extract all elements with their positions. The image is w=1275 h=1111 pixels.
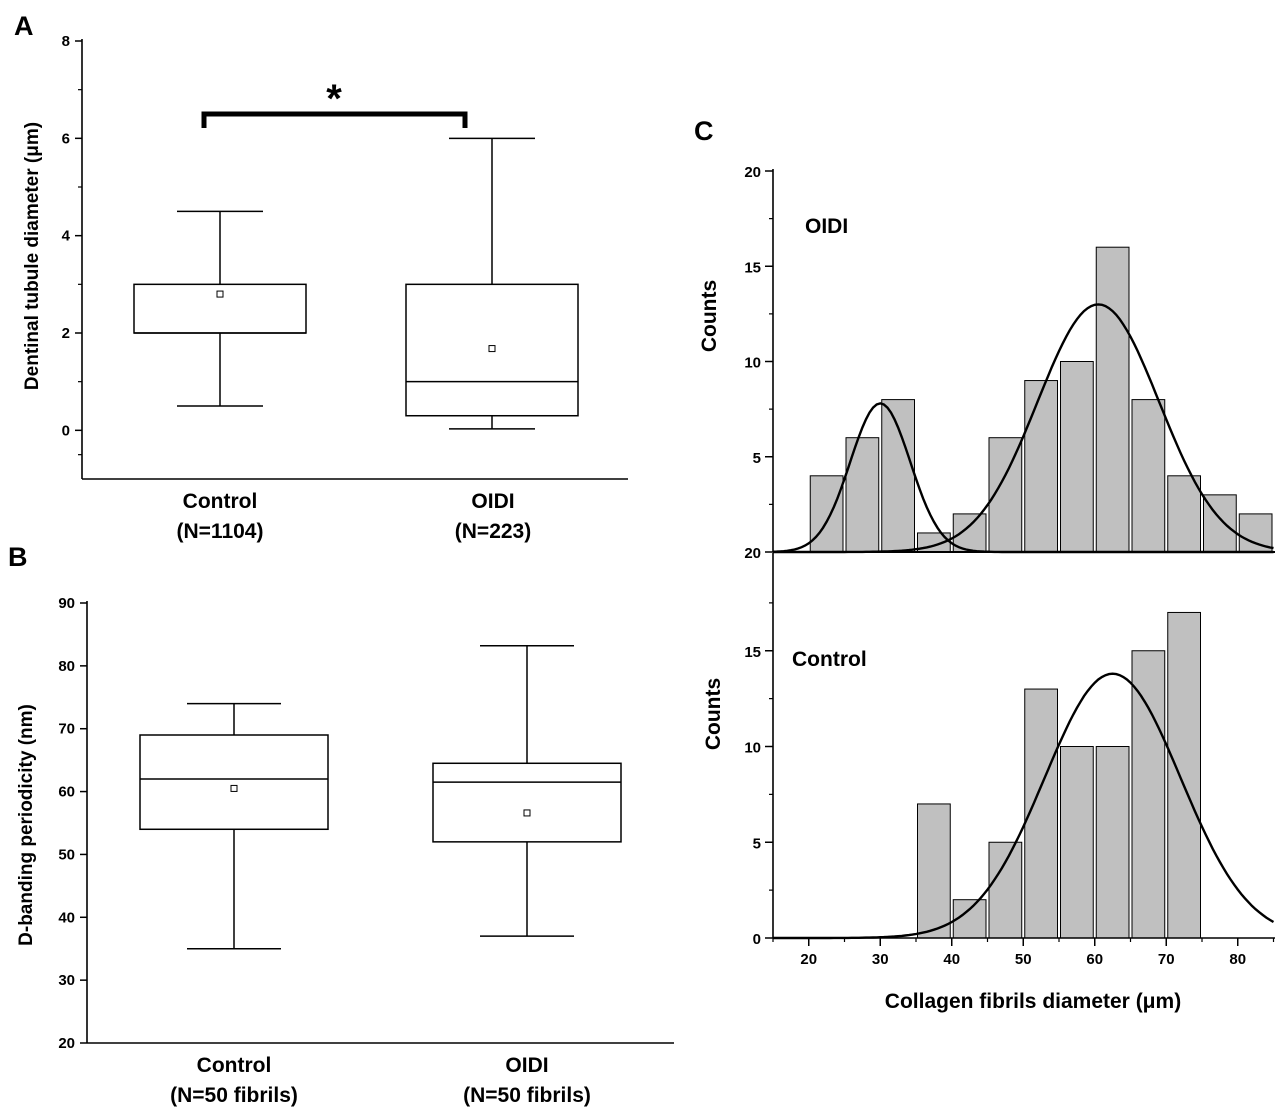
panel-b: B D-banding periodicity (nm) 20 30 40 50 60 7… <box>8 542 674 1107</box>
panel-c-oidi-histogram-bar <box>1095 246 1130 553</box>
panel-c: C 20 5 10 15 20 0 5 10 15 20 30 40 50 60 70 80 OIDI Con… <box>694 116 1275 1013</box>
panel-b-category-control-count: (N=50 fibrils) <box>170 1084 298 1107</box>
panel-c-x-tick-label: 80 <box>1229 951 1246 968</box>
panel-b-y-tick-label: 90 <box>58 595 75 612</box>
panel-c-oidi-histogram-bar <box>1131 399 1166 553</box>
panel-a-mean-marker <box>488 345 496 353</box>
panel-b-y-tick-label: 50 <box>58 846 75 863</box>
panel-b-y-tick-label: 70 <box>58 721 75 738</box>
panel-c-oidi-y-tick-label: 20 <box>744 164 761 181</box>
panel-a: A Dentinal tubule diameter (μm) 0 2 4 6 8 Co… <box>14 11 628 543</box>
panel-c-oidi-histogram-bar <box>1024 380 1058 553</box>
panel-c-x-tick-label: 70 <box>1158 951 1175 968</box>
panel-b-category-control: Control <box>197 1054 272 1077</box>
panel-c-oidi-histogram-bar <box>952 513 987 553</box>
panel-c-bottom-y-axis-title: Counts <box>702 678 725 750</box>
panel-c-control-histogram-bar <box>1060 746 1094 939</box>
panel-c-oidi-histogram-bar <box>1238 513 1273 553</box>
panel-b-box <box>432 762 622 843</box>
panel-c-control-y-tick-label: 5 <box>753 835 761 852</box>
panel-c-oidi-histogram-bar <box>1167 475 1201 553</box>
panel-c-x-tick-label: 20 <box>800 951 817 968</box>
panel-b-y-tick-label: 80 <box>58 658 75 675</box>
panel-c-control-y-tick-label: 0 <box>753 931 761 948</box>
panel-b-letter: B <box>8 542 28 572</box>
panel-b-mean-marker <box>230 784 238 792</box>
panel-c-oidi-histogram-bar <box>845 437 880 553</box>
panel-c-letter: C <box>694 116 714 146</box>
panel-c-x-tick-label: 50 <box>1015 951 1032 968</box>
panel-c-plot-area: 20 5 10 15 20 0 5 10 15 20 30 40 50 60 70 80 <box>744 164 1275 968</box>
panel-a-significance-star: * <box>326 77 342 121</box>
panel-c-control-histogram-bar <box>1131 650 1166 939</box>
panel-c-x-axis-title: Collagen fibrils diameter (μm) <box>885 990 1181 1013</box>
panel-c-control-y-tick-label: 15 <box>744 644 761 661</box>
panel-a-y-tick-label: 4 <box>62 228 71 245</box>
panel-c-oidi-histogram-bar <box>1060 361 1094 553</box>
panel-b-category-oidi-count: (N=50 fibrils) <box>463 1084 591 1107</box>
panel-a-category-control-count: (N=1104) <box>177 520 264 543</box>
panel-a-category-oidi-count: (N=223) <box>455 520 531 543</box>
panel-c-oidi-y-tick-label: 5 <box>753 450 761 467</box>
panel-a-y-tick-label: 2 <box>62 325 70 342</box>
panel-c-oidi-label: OIDI <box>805 215 848 238</box>
panel-b-y-axis-title: D-banding periodicity (nm) <box>16 704 37 946</box>
panel-a-plot-area: 0 2 4 6 8 <box>62 33 628 480</box>
panel-c-oidi-histogram-bar <box>881 399 915 553</box>
panel-a-y-tick-label: 8 <box>62 33 70 50</box>
panel-b-mean-marker <box>523 809 531 817</box>
panel-a-y-axis-title: Dentinal tubule diameter (μm) <box>22 122 43 390</box>
panel-a-category-control: Control <box>183 490 258 513</box>
panel-c-oidi-y-tick-label: 15 <box>744 259 761 276</box>
panel-c-control-histogram-bar <box>988 841 1023 939</box>
panel-b-y-tick-label: 60 <box>58 784 75 801</box>
panel-c-top-y-axis-title: Counts <box>698 280 721 352</box>
panel-c-x-tick-label: 30 <box>872 951 889 968</box>
panel-a-y-tick-label: 0 <box>62 422 70 439</box>
panel-c-control-histogram-bar <box>1167 611 1201 939</box>
panel-c-x-tick-label: 40 <box>943 951 960 968</box>
panel-c-x-tick-label: 60 <box>1086 951 1103 968</box>
panel-a-significance-bracket <box>201 111 468 128</box>
panel-a-mean-marker <box>216 290 224 298</box>
panel-b-plot-area: 20 30 40 50 60 70 80 90 <box>58 595 674 1052</box>
panel-c-control-histogram-bar <box>1095 746 1130 939</box>
panel-c-control-label: Control <box>792 648 867 671</box>
panel-c-oidi-y-tick-label: 10 <box>744 355 761 372</box>
panel-b-y-tick-label: 20 <box>58 1035 75 1052</box>
panel-a-y-tick-label: 6 <box>62 130 70 147</box>
panel-a-category-oidi: OIDI <box>471 490 514 513</box>
panel-c-oidi-y-tick-label: 20 <box>744 545 761 562</box>
panel-c-control-y-tick-label: 10 <box>744 740 761 757</box>
panel-c-oidi-histogram-bar <box>809 475 844 553</box>
panel-b-y-tick-label: 40 <box>58 909 75 926</box>
panel-b-box <box>139 734 329 831</box>
panel-b-y-tick-label: 30 <box>58 972 75 989</box>
panel-c-control-histogram-bar <box>917 803 951 939</box>
panel-b-category-oidi: OIDI <box>505 1054 548 1077</box>
panel-a-letter: A <box>14 11 34 41</box>
